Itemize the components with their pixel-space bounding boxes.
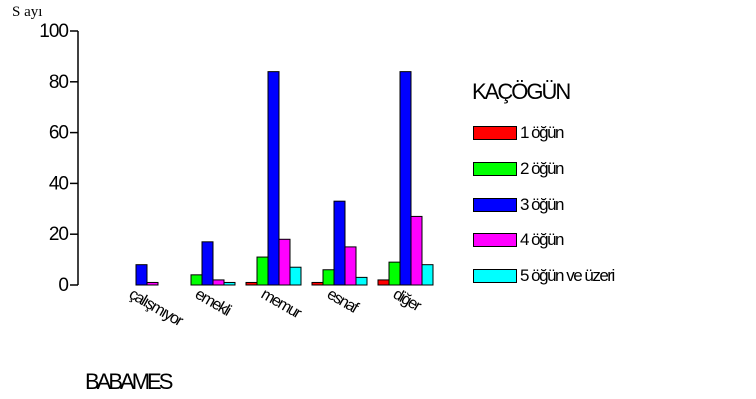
y-tick-label: 0 <box>58 275 68 296</box>
legend-label: 3 öğün <box>520 195 565 214</box>
legend-item: 1 öğün <box>473 123 565 143</box>
bar <box>146 281 159 286</box>
x-tick-label: esnaf <box>324 286 362 318</box>
y-axis-title: S ayı <box>12 4 43 20</box>
bar <box>135 264 148 286</box>
legend-swatch-2 <box>473 162 517 176</box>
legend-item: 4 öğün <box>473 230 565 250</box>
legend-label: 4 öğün <box>520 230 565 249</box>
bar <box>201 241 214 286</box>
bar <box>344 246 357 286</box>
x-axis-title: BABAMES <box>85 369 173 394</box>
legend-label: 1 öğün <box>520 123 565 142</box>
bar <box>267 71 280 286</box>
bar <box>190 274 203 286</box>
legend-item: 3 öğün <box>473 195 565 215</box>
legend-swatch-3 <box>473 198 517 212</box>
bar <box>322 269 335 286</box>
y-tick-label: 40 <box>49 173 69 194</box>
x-tick-label: memur <box>258 286 305 323</box>
bar <box>212 279 225 286</box>
bar <box>223 281 236 286</box>
bar <box>311 281 324 286</box>
y-tick-label: 100 <box>39 21 68 42</box>
legend-swatch-1 <box>473 126 517 140</box>
bar <box>388 261 401 286</box>
bar <box>421 264 434 286</box>
y-tick-label: 60 <box>49 123 69 144</box>
bar <box>245 281 258 286</box>
y-tick-label: 20 <box>49 224 69 245</box>
legend-label: 5 öğün ve üzeri <box>520 266 615 285</box>
bar <box>355 276 368 286</box>
legend-item: 5 öğün ve üzeri <box>473 266 615 286</box>
x-tick-label: emekli <box>192 286 234 320</box>
x-tick-label: diğer <box>390 286 425 316</box>
bar <box>256 256 269 286</box>
bars-layer <box>135 71 434 286</box>
legend-item: 2 öğün <box>473 159 565 179</box>
y-tick-label: 80 <box>49 72 69 93</box>
bar <box>377 279 390 286</box>
axis-layer <box>70 30 79 286</box>
legend-label: 2 öğün <box>520 159 565 178</box>
bar <box>289 266 302 286</box>
legend-swatch-5 <box>473 269 517 283</box>
bar <box>278 238 291 286</box>
legend-swatch-4 <box>473 233 517 247</box>
legend-title: KAÇÖGÜN <box>472 79 571 104</box>
bar <box>333 200 346 286</box>
bar <box>410 215 423 286</box>
x-tick-label: çalışmıyor <box>126 286 187 331</box>
bar <box>399 71 412 286</box>
